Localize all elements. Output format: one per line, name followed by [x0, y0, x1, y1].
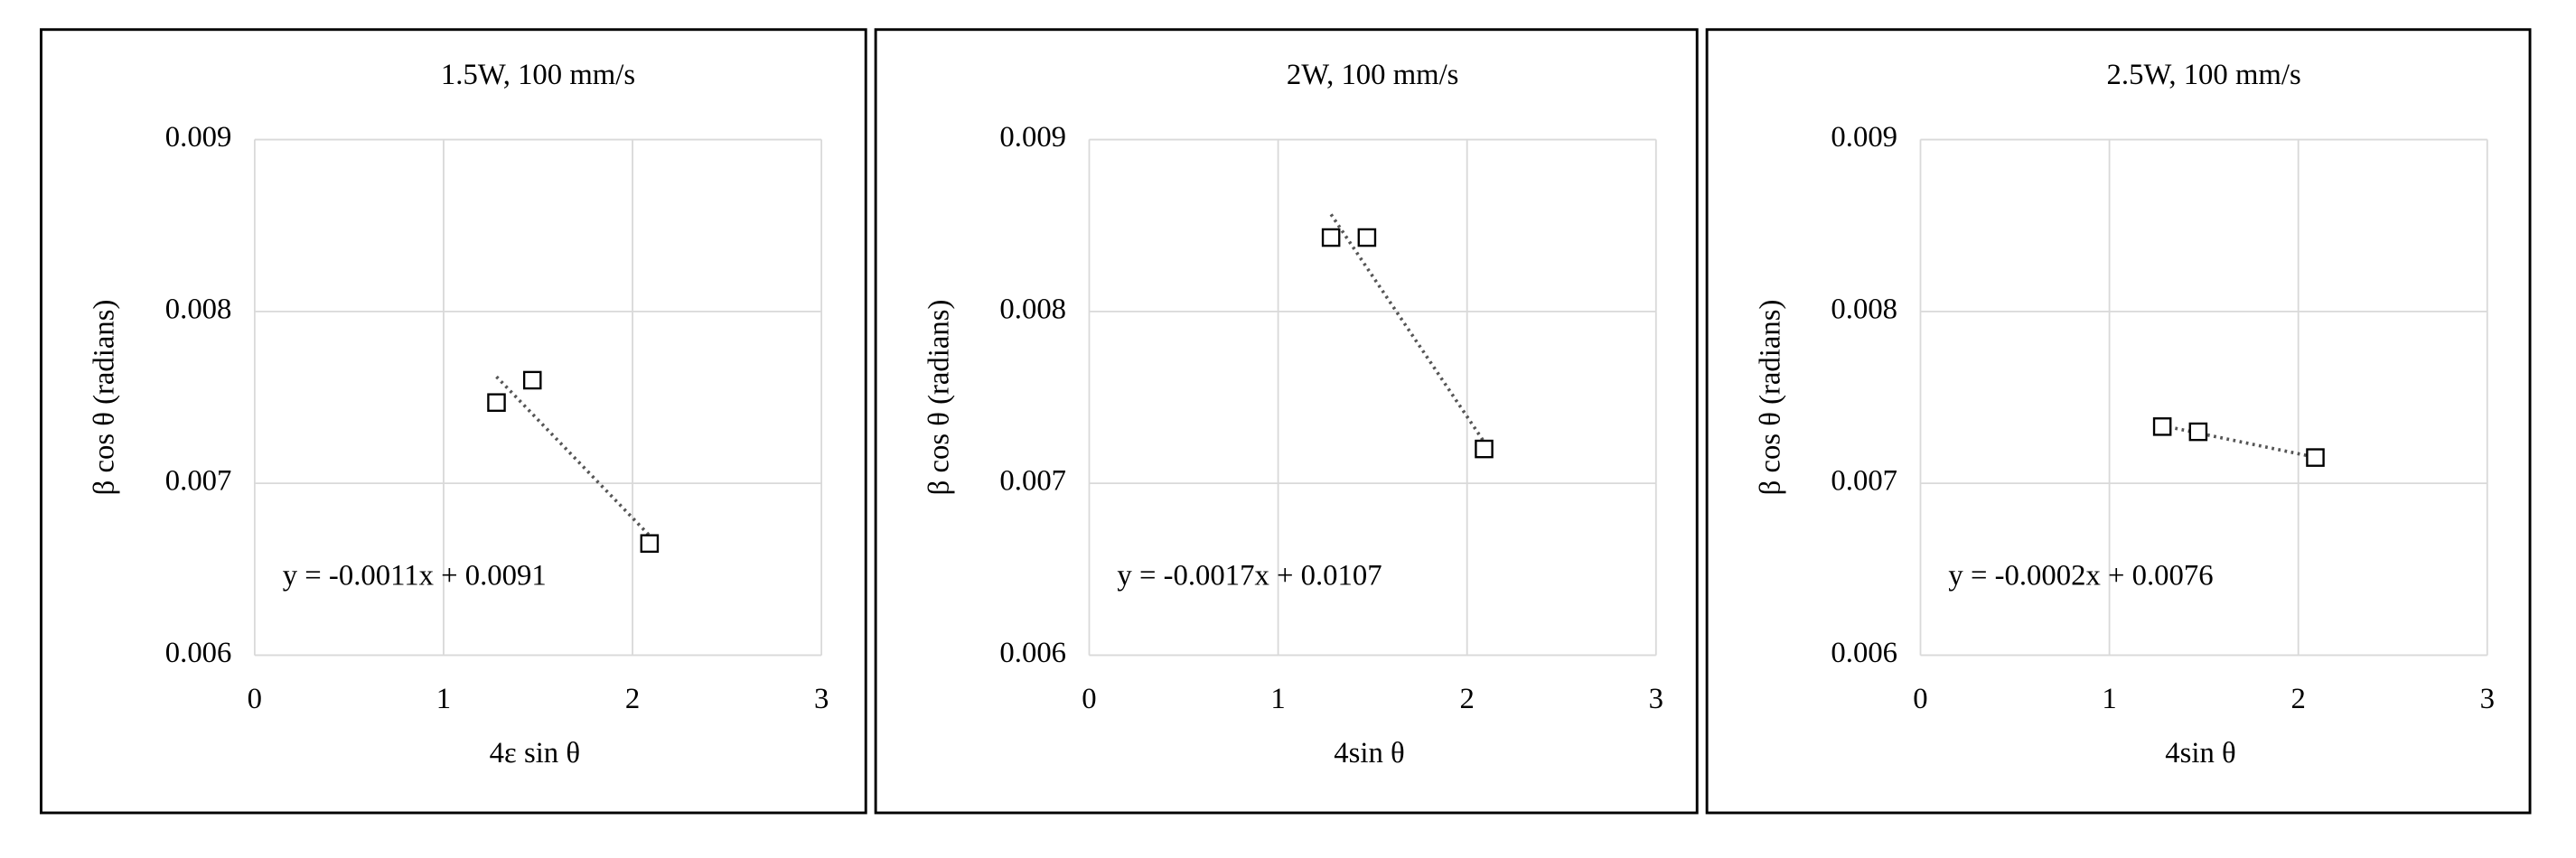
data-point [2152, 417, 2172, 436]
y-tick-label: 0.007 [1831, 465, 1897, 498]
y-tick-label: 0.008 [165, 293, 232, 325]
y-tick-label: 0.006 [165, 637, 232, 669]
x-tick-label: 0 [1082, 683, 1096, 715]
data-point [1475, 439, 1494, 459]
x-tick-label: 2 [2291, 683, 2306, 715]
x-axis-label: 4sin θ [1334, 737, 1404, 769]
y-tick-label: 0.008 [1831, 293, 1897, 325]
y-tick-label: 0.007 [999, 465, 1066, 498]
x-tick-label: 1 [1270, 683, 1285, 715]
y-tick-label: 0.007 [165, 465, 232, 498]
chart-title: 2W, 100 mm/s [1287, 59, 1459, 91]
panel-border [1705, 28, 2532, 815]
chart-panel: 1.5W, 100 mm/s 0.006 0.007 0.008 0.009 0 1 2 3 4ε… [40, 28, 867, 815]
y-axis-label: β cos θ (radians) [923, 300, 955, 496]
x-axis-label: 4sin θ [2165, 737, 2235, 769]
y-tick-label: 0.009 [999, 121, 1066, 154]
data-point [1321, 228, 1341, 247]
x-tick-label: 3 [2480, 683, 2495, 715]
y-axis-label: β cos θ (radians) [89, 300, 121, 496]
y-tick-label: 0.009 [1831, 121, 1897, 154]
chart-title: 1.5W, 100 mm/s [441, 59, 635, 91]
y-tick-label: 0.008 [999, 293, 1066, 325]
x-tick-label: 1 [2102, 683, 2116, 715]
x-tick-label: 2 [1460, 683, 1475, 715]
y-tick-label: 0.006 [999, 637, 1066, 669]
chart-title: 2.5W, 100 mm/s [2107, 59, 2301, 91]
data-point [2188, 422, 2208, 442]
chart-panel: 2W, 100 mm/s 0.006 0.007 0.008 0.009 0 1 2 3 4sin… [874, 28, 1699, 815]
y-tick-label: 0.009 [165, 121, 232, 154]
y-tick-label: 0.006 [1831, 637, 1897, 669]
panel-border [874, 28, 1699, 815]
data-point [487, 393, 506, 412]
data-point [640, 534, 660, 554]
x-tick-label: 0 [1913, 683, 1927, 715]
x-axis-label: 4ε sin θ [490, 737, 580, 769]
y-axis-label: β cos θ (radians) [1754, 300, 1786, 496]
trendline-equation: y = -0.0002x + 0.0076 [1948, 560, 2213, 592]
data-point [1357, 228, 1377, 247]
panel-border [40, 28, 867, 815]
x-tick-label: 1 [436, 683, 451, 715]
x-tick-label: 3 [814, 683, 829, 715]
data-point [522, 370, 542, 390]
trendline-equation: y = -0.0011x + 0.0091 [283, 560, 547, 592]
trendline-equation: y = -0.0017x + 0.0107 [1117, 560, 1382, 592]
x-tick-label: 0 [248, 683, 262, 715]
x-tick-label: 3 [1649, 683, 1663, 715]
x-tick-label: 2 [625, 683, 640, 715]
data-point [2306, 448, 2325, 467]
chart-panel: 2.5W, 100 mm/s 0.006 0.007 0.008 0.009 0 1 2 3 4s… [1705, 28, 2532, 815]
